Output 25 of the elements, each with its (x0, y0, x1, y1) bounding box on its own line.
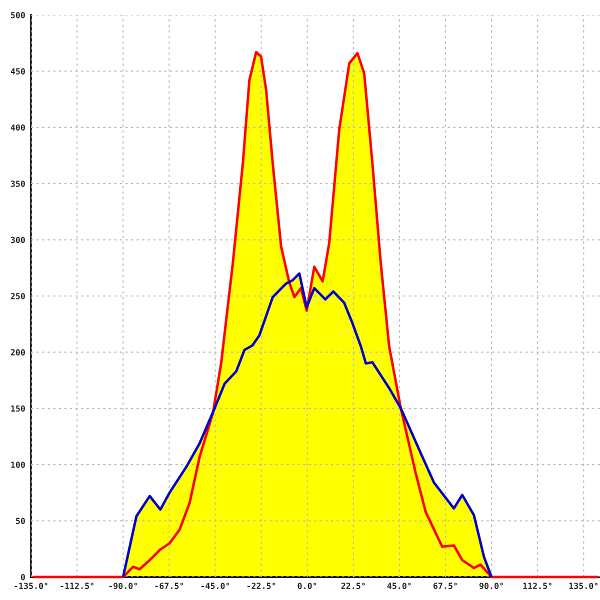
x-tick-label: 135.0° (569, 582, 598, 590)
y-tick-label: 400 (10, 124, 25, 131)
y-tick-label: 50 (16, 518, 25, 524)
x-tick-label: -112.5° (60, 582, 94, 590)
x-tick-label: 0.0° (298, 582, 316, 590)
x-tick-label: -67.5° (155, 582, 184, 590)
y-tick-label: 350 (10, 180, 25, 187)
y-tick-label: 450 (10, 68, 25, 74)
y-tick-label: 500 (10, 12, 25, 18)
x-tick-label: 22.5° (341, 582, 365, 590)
x-tick-label: 67.5° (433, 582, 457, 590)
x-tick-label: 112.5° (523, 582, 552, 590)
y-tick-label: 100 (11, 462, 25, 468)
y-tick-label: 150 (11, 405, 25, 412)
x-tick-label: -45.0° (201, 582, 230, 590)
y-tick-label: 200 (10, 349, 25, 356)
x-tick-label: -135.0° (14, 582, 48, 590)
line-series (122, 272, 493, 578)
x-tick-label: 45.0° (387, 582, 411, 590)
x-tick-label: 90.0° (479, 582, 503, 590)
y-tick-label: 250 (10, 292, 25, 300)
x-tick-label: -90.0° (109, 582, 137, 590)
y-tick-label: 300 (10, 236, 25, 244)
y-tick-label: 0 (20, 574, 25, 580)
x-tick-label: -22.5° (247, 582, 276, 590)
